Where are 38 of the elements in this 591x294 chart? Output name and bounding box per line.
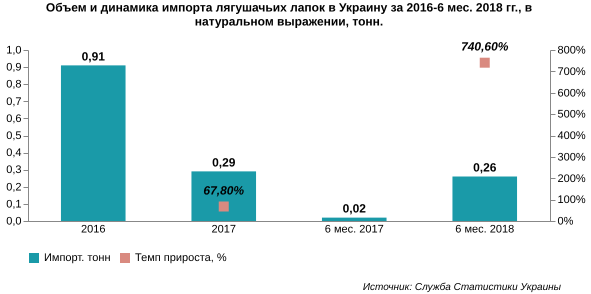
legend-label: Импорт. тонн [44, 252, 111, 264]
y-tick-label: 0,2 [6, 181, 22, 194]
y-tick-label: 0,0 [6, 216, 22, 228]
y-tick-label: 0,4 [6, 147, 22, 160]
y-tick-label: 0,3 [6, 164, 22, 176]
bar [452, 176, 518, 221]
x-tick-label: 6 мес. 2018 [455, 224, 514, 236]
y2-tick-label: 0% [558, 216, 574, 228]
data-label: 0,29 [212, 155, 236, 170]
y2-tick-label: 800% [558, 44, 586, 56]
x-tick-label: 6 мес. 2017 [324, 224, 384, 236]
y-tick-label: 0,5 [6, 130, 22, 142]
text: Источник: Служба Статистики Украины [362, 282, 562, 294]
data-label: 0,26 [473, 160, 497, 175]
y2-tick-label: 700% [558, 66, 586, 78]
y2-tick-label: 500% [558, 108, 586, 121]
y-tick-label: 0,1 [6, 198, 22, 210]
chart-title: Объем и динамика импорта лягушачьих лапок в Украину за 2016-6 мес. 2018 гг., в натуральном выражении, тонн. [46, 0, 532, 29]
data-label: 0,91 [82, 49, 106, 64]
data-label: 67,80% [203, 184, 244, 198]
y2-tick-label: 100% [558, 194, 586, 206]
y-tick-label: 0,8 [6, 78, 22, 91]
y-tick-label: 0,6 [6, 112, 22, 125]
x-tick-label: 2017 [212, 224, 236, 236]
y-tick-label: 0,7 [6, 96, 22, 108]
data-label: 0,02 [342, 202, 366, 216]
data-label: 740,60% [461, 40, 509, 54]
x-tick-label: 2016 [81, 224, 106, 236]
legend-label: Темп прироста, % [135, 252, 227, 264]
bar [191, 171, 256, 221]
y-tick-label: 1,0 [6, 44, 22, 56]
bar [60, 65, 126, 221]
y2-tick-label: 200% [558, 172, 586, 185]
y2-tick-label: 300% [558, 151, 586, 164]
bar [322, 218, 387, 221]
y-tick-label: 0,9 [6, 62, 22, 74]
y2-tick-label: 600% [558, 87, 586, 100]
y2-tick-label: 400% [558, 130, 586, 142]
